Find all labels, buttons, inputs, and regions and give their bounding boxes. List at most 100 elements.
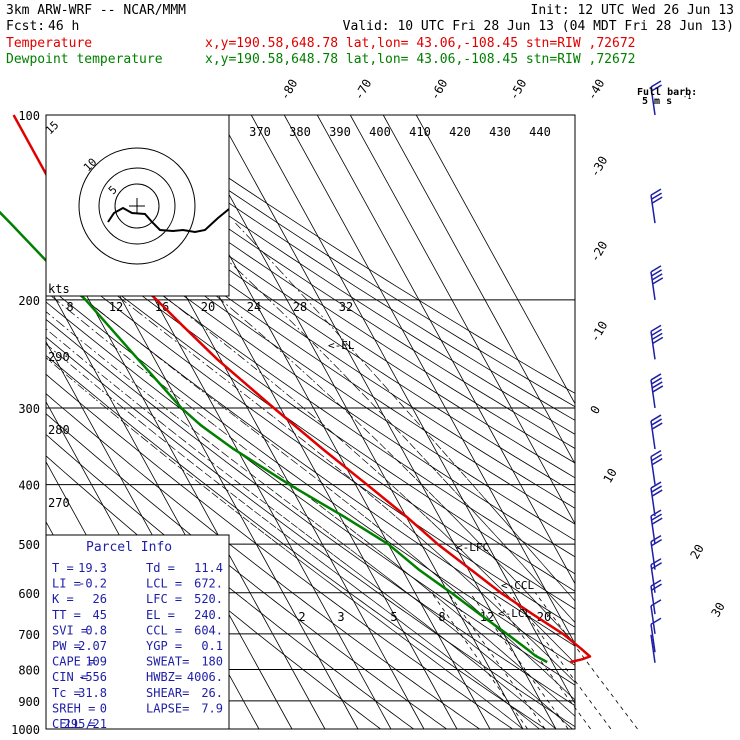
barb-legend-title: Full barb: [637, 87, 697, 98]
hodograph-kts-label: kts [48, 282, 70, 296]
parcel-info-cell: 4006. [187, 670, 223, 684]
parcel-info-cell: 26. [201, 686, 223, 700]
theta-e-label: 370 [249, 125, 271, 139]
parcel-info-cell: 604. [194, 623, 223, 637]
el-label: <-EL [328, 339, 355, 352]
parcel-info-cell: 520. [194, 592, 223, 606]
parcel-info-cell: 2.07 [78, 639, 107, 653]
axis-top-label: 32 [339, 300, 353, 314]
wind-barb [650, 80, 662, 116]
isotherm-label: -70 [351, 77, 374, 103]
isotherm-line [316, 114, 576, 584]
barb-legend-unit: 5 m s [642, 96, 672, 107]
parcel-info-cell: TT = [52, 608, 81, 622]
parcel-info-cell: LAPSE= [146, 701, 189, 715]
pressure-tick-label: 800 [18, 663, 40, 677]
legend-dewpoint: Dewpoint temperature [6, 52, 163, 67]
mixing-ratio-line [469, 592, 569, 730]
left-theta-label: 270 [48, 496, 70, 510]
parcel-info-cell: 240. [194, 608, 223, 622]
mixing-ratio-line [534, 592, 638, 730]
legend-dewpoint-location: x,y=190.58,648.78 lat,lon= 43.06,-108.45… [205, 52, 635, 67]
isotherm-label: 10 [600, 466, 619, 486]
wind-barb [650, 634, 656, 663]
parcel-info-panel: Parcel Info T = 19.3 Td = 11.4 LI =-0.2 LCL =… [45, 534, 230, 731]
parcel-info-cell: 31.8 [78, 686, 107, 700]
isotherm-label: -80 [277, 77, 300, 103]
mixing-ratio-line [431, 592, 528, 730]
wind-barb [650, 558, 662, 593]
theta-e-label: 380 [289, 125, 311, 139]
parcel-info-cell: SWEAT= [146, 655, 189, 669]
fcst-value: 46 h [48, 19, 79, 34]
parcel-info-cell: 19.3 [78, 561, 107, 575]
moist-adiabat [235, 222, 576, 602]
theta-e-label: 440 [529, 125, 551, 139]
ccl-label: <-CCL [501, 579, 534, 592]
parcel-info-cell: 45 [93, 608, 107, 622]
parcel-info-cell: 0.1 [201, 639, 223, 653]
parcel-info-cell: 109 [85, 655, 107, 669]
parcel-info-cell: HWBZ= [146, 670, 182, 684]
pressure-tick-label: 300 [18, 402, 40, 416]
parcel-info-cell: 11.4 [194, 561, 223, 575]
hodograph: kts 15 10 5 [43, 114, 230, 297]
mixing-ratio-line [447, 592, 546, 730]
parcel-info-cell: 7.9 [201, 701, 223, 715]
parcel-info-cell: EL = [146, 608, 175, 622]
wind-barb [650, 617, 662, 653]
moist-adiabat [45, 343, 540, 730]
isotherm-line [217, 114, 557, 730]
moist-adiabat [45, 311, 573, 730]
isotherm-label: -40 [584, 77, 607, 103]
lfc-label: <-LFC [456, 541, 489, 554]
axis-top-label: 28 [293, 300, 307, 314]
legend-temperature: Temperature [6, 36, 92, 51]
isotherm-line [415, 114, 576, 404]
parcel-info-cell: 0.8 [85, 623, 107, 637]
mixing-ratio-line [490, 592, 591, 730]
theta-e-label: 390 [329, 125, 351, 139]
parcel-info-cell: Tc = [52, 686, 81, 700]
valid-time: Valid: 10 UTC Fri 28 Jun 13 (04 MDT Fri … [343, 19, 734, 34]
left-theta-label: 290 [48, 350, 70, 364]
parcel-info-cell: CELL = [52, 717, 95, 731]
parcel-info-cell: 295/21 [64, 717, 107, 731]
hodograph-trace [107, 206, 230, 234]
moist-adiabat [45, 328, 557, 730]
axis-top-label: 24 [247, 300, 261, 314]
model-title: 3km ARW-WRF -- NCAR/MMM [6, 3, 186, 18]
dry-adiabat [45, 373, 513, 730]
wind-barb [650, 579, 662, 615]
parcel-info-cell: CAPE = [52, 655, 95, 669]
mixing-ratio-label: 3 [337, 610, 344, 624]
dewpoint-trace [0, 210, 548, 664]
wind-barb [650, 509, 663, 545]
parcel-info-cell: 672. [194, 577, 223, 591]
isotherm-label: 30 [708, 600, 727, 620]
pressure-tick-label: 600 [18, 587, 40, 601]
isotherm-label: -10 [587, 319, 610, 345]
parcel-info-cell: LFC = [146, 592, 182, 606]
axis-top-label: 12 [109, 300, 123, 314]
pressure-tick-label: 200 [18, 294, 40, 308]
parcel-info-cell: PW = [52, 639, 81, 653]
parcel-info-cell: SHEAR= [146, 686, 189, 700]
dry-adiabat [45, 336, 576, 728]
wind-barb [650, 414, 663, 450]
axis-top-label: 20 [201, 300, 215, 314]
parcel-info-cell: CIN = [52, 670, 88, 684]
parcel-info-cell: K = [52, 592, 74, 606]
parcel-info-cell: LCL = [146, 577, 182, 591]
moist-adiabat [45, 357, 524, 730]
pressure-tick-label: 700 [18, 628, 40, 642]
barb-legend-exponent: -1 [683, 93, 691, 101]
pressure-tick-label: 900 [18, 695, 40, 709]
isotherm-line [349, 114, 576, 524]
isotherm-label: -20 [587, 239, 610, 265]
isotherm-line [382, 114, 576, 464]
parcel-info-cell: -0.2 [78, 577, 107, 591]
wind-barb [650, 188, 663, 224]
dry-adiabat [45, 393, 480, 730]
